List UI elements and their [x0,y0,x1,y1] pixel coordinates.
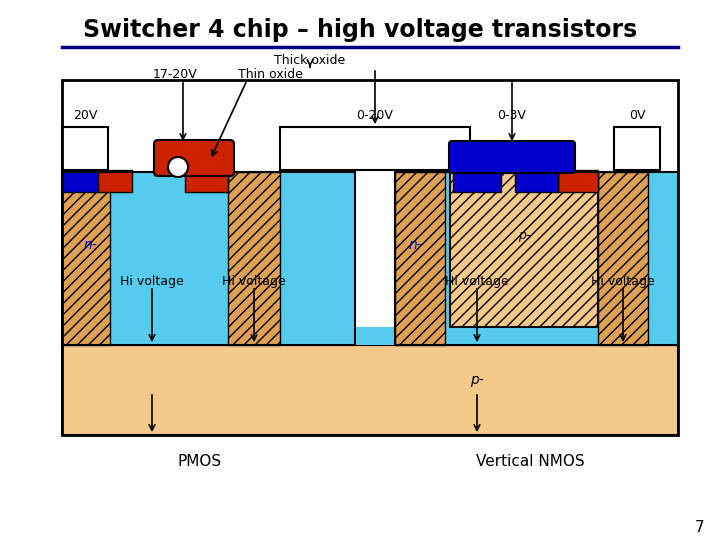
Bar [185,170,228,192]
Text: 0V: 0V [629,109,645,122]
Text: p-: p- [518,228,530,241]
Text: n-: n- [83,238,97,252]
Bar [62,172,355,327]
Text: PMOS: PMOS [178,455,222,469]
Bar [395,172,678,345]
Bar [62,170,98,192]
Bar [453,170,501,192]
Bar [450,172,598,327]
Bar [62,327,678,345]
Circle shape [168,157,188,177]
Bar [280,127,470,170]
Bar [62,172,110,345]
Text: Vertical NMOS: Vertical NMOS [476,455,585,469]
Bar [62,172,355,345]
Bar [395,172,445,345]
Bar [395,172,678,327]
Bar [614,127,660,170]
FancyBboxPatch shape [449,141,575,173]
Text: 0-3V: 0-3V [498,109,526,122]
Text: Switcher 4 chip – high voltage transistors: Switcher 4 chip – high voltage transisto… [83,18,637,42]
Bar [98,170,132,192]
Text: Thick oxide: Thick oxide [274,53,346,66]
Bar [62,80,678,435]
Text: Hi voltage: Hi voltage [445,275,509,288]
Bar [228,172,280,345]
Text: 7: 7 [696,521,705,536]
Text: p-: p- [470,373,484,387]
Bar [62,127,108,170]
Text: Thin oxide: Thin oxide [238,68,303,80]
Text: Hi voltage: Hi voltage [120,275,184,288]
Bar [62,345,678,435]
Text: 20V: 20V [73,109,97,122]
Text: n-: n- [408,238,422,252]
FancyBboxPatch shape [154,140,234,176]
Text: 17-20V: 17-20V [153,68,197,80]
Text: 0-20V: 0-20V [356,109,393,122]
Bar [598,172,648,345]
Text: Hi voltage: Hi voltage [222,275,286,288]
Bar [558,170,598,192]
Text: Hi voltage: Hi voltage [591,275,655,288]
Bar [515,170,558,192]
